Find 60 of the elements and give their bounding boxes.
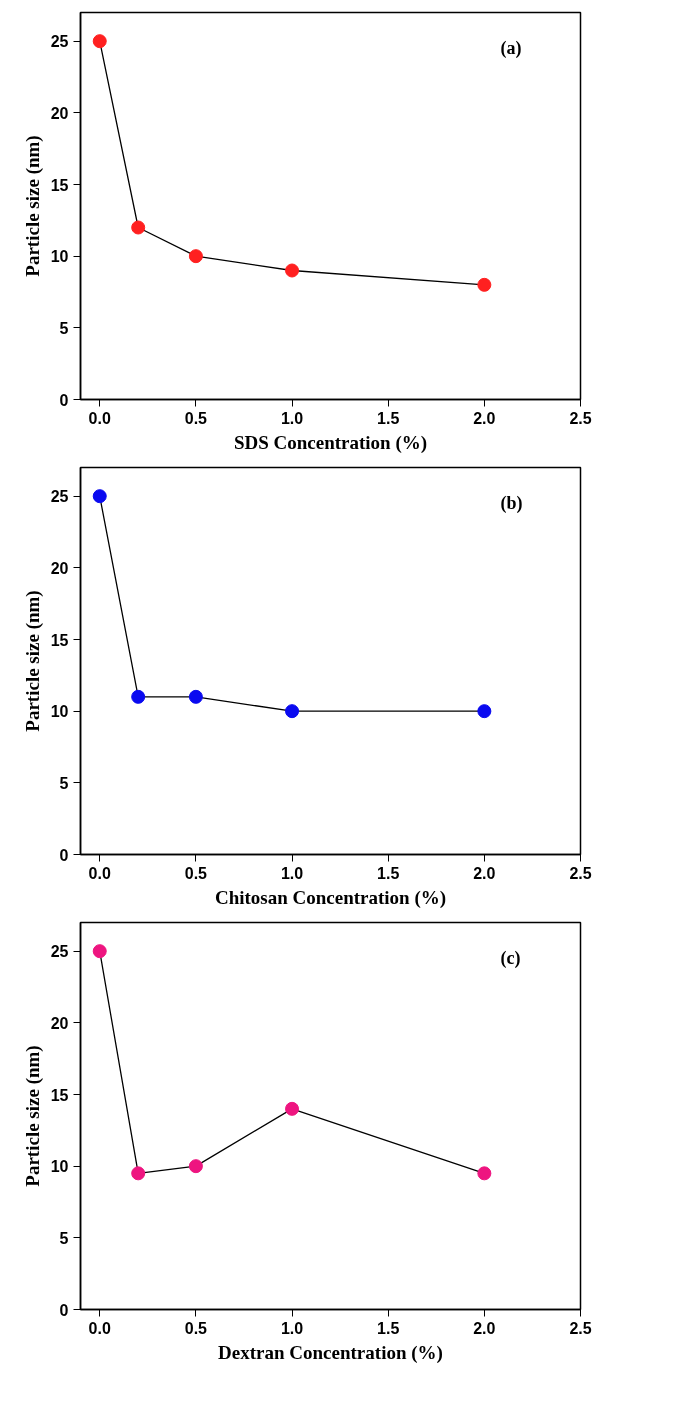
point bbox=[285, 1101, 300, 1116]
point bbox=[188, 689, 203, 704]
point bbox=[285, 704, 300, 719]
y-tick-label: 5 bbox=[59, 319, 69, 337]
x-tick-label: 0.5 bbox=[184, 864, 208, 882]
point bbox=[477, 277, 492, 292]
point bbox=[188, 1159, 203, 1174]
point bbox=[92, 944, 107, 959]
y-tick-label: 25 bbox=[50, 943, 69, 961]
annotation: (c) bbox=[500, 947, 521, 969]
y-axis-title: Particle size (nm) bbox=[21, 590, 44, 732]
y-tick-label: 5 bbox=[59, 774, 69, 792]
y-tick-label: 15 bbox=[50, 631, 69, 649]
y-tick-label: 5 bbox=[59, 1229, 69, 1247]
x-tick-label: 1.0 bbox=[280, 1319, 304, 1337]
x-tick-label: 1.5 bbox=[377, 1319, 400, 1337]
annotation: (a) bbox=[500, 37, 522, 59]
y-tick-label: 25 bbox=[50, 33, 69, 51]
y-tick-label: 10 bbox=[50, 703, 69, 721]
point bbox=[131, 689, 146, 704]
point bbox=[92, 489, 107, 504]
y-axis-title: Particle size (nm) bbox=[21, 135, 44, 277]
y-tick-label: 10 bbox=[50, 248, 69, 266]
x-tick-label: 2.0 bbox=[473, 409, 496, 427]
x-tick-label: 0.0 bbox=[88, 864, 111, 882]
y-tick-label: 20 bbox=[50, 559, 69, 577]
x-tick-label: 0.0 bbox=[88, 1319, 111, 1337]
y-tick-label: 0 bbox=[59, 846, 69, 864]
x-axis-title: SDS Concentration (%) bbox=[233, 431, 428, 454]
y-tick-label: 25 bbox=[50, 488, 69, 506]
point bbox=[131, 220, 146, 235]
x-tick-label: 0.0 bbox=[88, 409, 111, 427]
point bbox=[477, 1166, 492, 1181]
x-axis-title: Dextran Concentration (%) bbox=[218, 1341, 443, 1364]
point bbox=[477, 704, 492, 719]
y-tick-label: 0 bbox=[59, 1301, 69, 1319]
annotation: (b) bbox=[500, 492, 523, 514]
y-tick-label: 20 bbox=[50, 104, 69, 122]
x-tick-label: 2.0 bbox=[473, 864, 496, 882]
x-tick-label: 2.5 bbox=[569, 409, 592, 427]
x-tick-label: 2.5 bbox=[569, 1319, 592, 1337]
y-tick-label: 15 bbox=[50, 176, 69, 194]
point bbox=[131, 1166, 146, 1181]
x-tick-label: 2.5 bbox=[569, 864, 592, 882]
x-tick-label: 1.0 bbox=[280, 864, 304, 882]
y-tick-label: 0 bbox=[59, 391, 69, 409]
x-tick-label: 1.5 bbox=[377, 864, 400, 882]
x-tick-label: 2.0 bbox=[473, 1319, 496, 1337]
y-tick-label: 20 bbox=[50, 1014, 69, 1032]
x-axis-title: Chitosan Concentration (%) bbox=[214, 886, 447, 909]
x-tick-label: 1.0 bbox=[280, 409, 304, 427]
point bbox=[285, 263, 300, 278]
x-tick-label: 0.5 bbox=[184, 409, 208, 427]
y-tick-label: 10 bbox=[50, 1158, 69, 1176]
x-tick-label: 0.5 bbox=[184, 1319, 208, 1337]
y-axis-title: Particle size (nm) bbox=[21, 1045, 44, 1187]
y-tick-label: 15 bbox=[50, 1086, 69, 1104]
x-tick-label: 1.5 bbox=[377, 409, 400, 427]
point bbox=[188, 249, 203, 264]
point bbox=[92, 34, 107, 49]
